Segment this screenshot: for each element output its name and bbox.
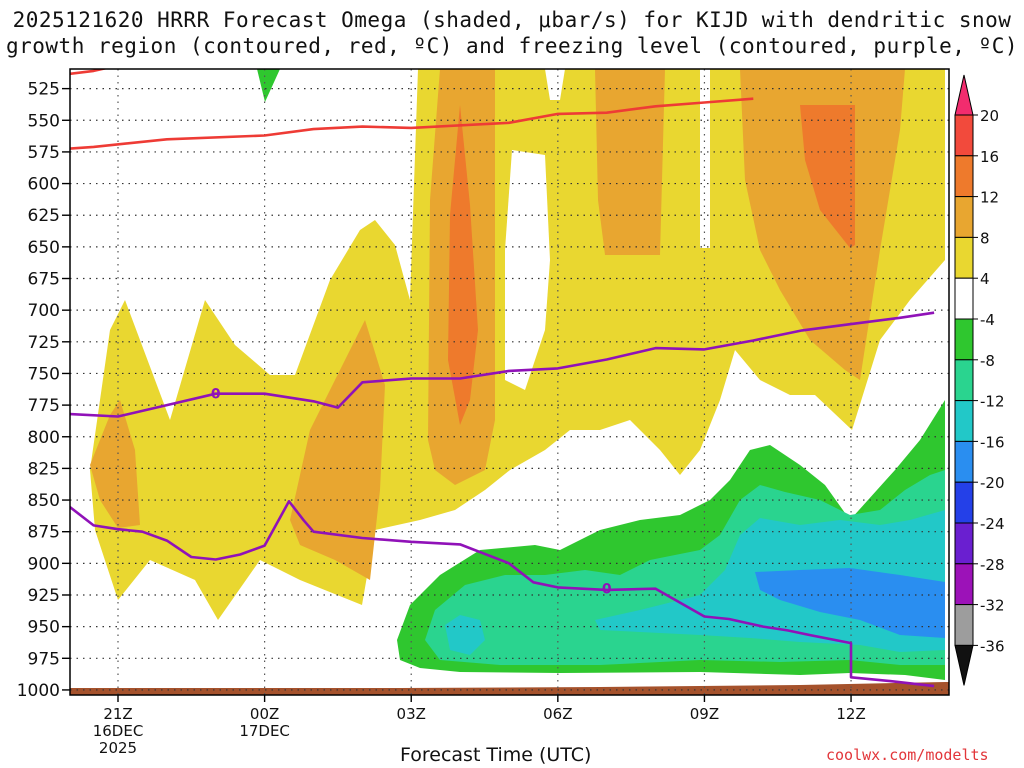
y-tick-label: 850 — [28, 491, 60, 511]
y-tick-label: 525 — [28, 80, 60, 100]
colorbar-label: 20 — [980, 107, 999, 125]
y-tick-label: 725 — [28, 333, 60, 353]
omega-neg12-neg16-region — [445, 615, 485, 655]
y-tick-label: 1000 — [17, 681, 60, 701]
colorbar-swatch — [954, 400, 974, 442]
colorbar-label: -4 — [980, 311, 995, 329]
y-tick-label: 750 — [28, 364, 60, 384]
colorbar-bottom-arrow — [954, 644, 974, 686]
colorbar-label: -24 — [980, 515, 1005, 533]
y-tick-label: 825 — [28, 459, 60, 479]
colorbar-swatch — [954, 196, 974, 238]
colorbar-swatch — [954, 155, 974, 198]
x-axis-label: Forecast Time (UTC) — [400, 744, 592, 766]
chart-title-line2: growth region (contoured, red, ºC) and f… — [5, 34, 1019, 58]
ground-surface — [70, 682, 949, 695]
colorbar-label: -36 — [980, 637, 1005, 655]
y-tick-label: 875 — [28, 523, 60, 543]
y-tick-label: 625 — [28, 206, 60, 226]
contour-lines — [70, 69, 935, 688]
chart-title-line1: 2025121620 HRRR Forecast Omega (shaded, … — [12, 8, 1012, 32]
y-tick-label: 775 — [28, 396, 60, 416]
y-tick-label: 650 — [28, 238, 60, 258]
y-tick-label: 800 — [28, 428, 60, 448]
omega-8-12-region — [740, 69, 905, 380]
colorbar-swatch — [954, 481, 974, 524]
colorbar-label: 12 — [980, 189, 999, 207]
x-tick-label: 21Z — [103, 705, 132, 723]
contour-label: 0 — [211, 387, 221, 403]
colorbar-label: 4 — [980, 270, 990, 288]
contour-label: 0 — [602, 582, 612, 598]
colorbar-swatch — [954, 563, 974, 606]
colorbar-label: -32 — [980, 597, 1005, 615]
y-tick-label: 950 — [28, 618, 60, 638]
omega-12-16-region — [800, 105, 855, 248]
colorbar-top-arrow — [954, 74, 974, 116]
colorbar-swatch — [954, 522, 974, 565]
colorbar-label: -8 — [980, 352, 995, 370]
x-tick-label: 12Z — [836, 705, 865, 723]
colorbar-label: -20 — [980, 474, 1005, 492]
y-tick-label: 975 — [28, 649, 60, 669]
contour-line — [70, 311, 935, 418]
colorbar-swatch — [954, 359, 974, 402]
y-tick-label: 550 — [28, 111, 60, 131]
x-tick-label: 09Z — [690, 705, 719, 723]
colorbar-swatch — [954, 440, 974, 483]
y-tick-label: 600 — [28, 175, 60, 195]
x-tick-label: 00Z — [250, 705, 279, 723]
x-tick-year-label: 2025 — [99, 739, 137, 757]
gridlines — [70, 69, 949, 695]
contour-line — [70, 500, 935, 688]
colorbar-swatch — [954, 236, 974, 279]
omega-neutral-hole — [505, 150, 550, 390]
contour-line — [70, 97, 754, 150]
y-axis: 525 550 575 600 625 650 675 700 725 750 775 800 825 8… — [17, 80, 70, 701]
colorbar: 20 16 12 8 4 -4 -8 -12 -16 -20 -24 -28 -32 -36 — [954, 74, 1005, 686]
source-credit: coolwx.com/modelts — [826, 746, 989, 764]
colorbar-swatch — [954, 604, 974, 646]
x-tick-label: 03Z — [397, 705, 426, 723]
omega-neg4-neg8-region — [257, 69, 280, 102]
omega-12-16-region — [448, 105, 478, 425]
y-tick-label: 900 — [28, 554, 60, 574]
y-tick-label: 700 — [28, 301, 60, 321]
omega-neg16-neg20-region — [755, 568, 945, 638]
y-tick-label: 925 — [28, 586, 60, 606]
x-tick-label: 06Z — [543, 705, 572, 723]
omega-neutral-hole — [545, 69, 565, 100]
x-tick-date-label: 16DEC — [93, 722, 144, 740]
colorbar-label: -28 — [980, 556, 1005, 574]
colorbar-swatch — [954, 114, 974, 157]
omega-8-12-region — [90, 400, 140, 528]
x-tick-date-label: 17DEC — [239, 722, 290, 740]
contour-labels: 00 — [211, 387, 612, 598]
colorbar-label: 16 — [980, 148, 999, 166]
colorbar-swatch — [954, 277, 974, 320]
colorbar-label: -12 — [980, 393, 1005, 411]
colorbar-label: -16 — [980, 433, 1005, 451]
y-tick-label: 675 — [28, 270, 60, 290]
omega-8-12-region — [595, 69, 665, 255]
omega-shading — [70, 69, 949, 695]
plot-frame — [69, 68, 950, 696]
colorbar-label: 8 — [980, 229, 990, 247]
y-tick-label: 575 — [28, 143, 60, 163]
colorbar-swatch — [954, 318, 974, 361]
